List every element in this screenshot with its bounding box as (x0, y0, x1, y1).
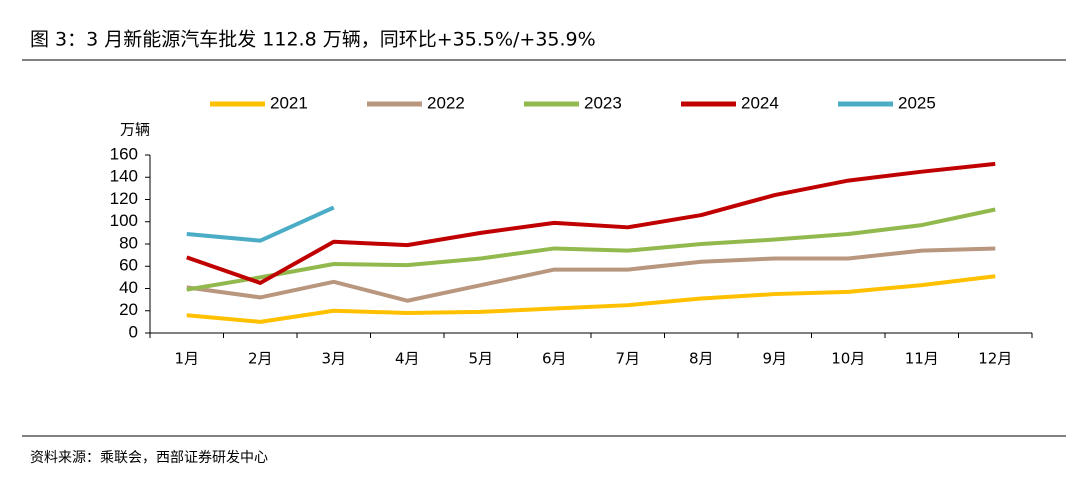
series-line (186, 205, 335, 243)
y-tick-label: 80 (119, 233, 138, 252)
legend-label: 2022 (427, 93, 465, 112)
series-line (186, 207, 996, 292)
y-tick-label: 0 (129, 322, 138, 341)
legend-label: 2025 (898, 93, 936, 112)
x-tick-label: 12月 (978, 350, 1012, 368)
x-tick-label: 4月 (395, 350, 420, 368)
legend-label: 2024 (741, 93, 779, 112)
x-tick-label: 1月 (174, 350, 199, 368)
series-line (186, 246, 996, 303)
y-tick-label: 20 (119, 300, 138, 319)
x-tick-label: 9月 (762, 350, 787, 368)
y-axis-label: 万辆 (120, 121, 150, 139)
chart-title: 图 3：3 月新能源汽车批发 112.8 万辆，同环比+35.5%/+35.9% (30, 29, 596, 51)
series-line (186, 161, 996, 285)
y-tick-label: 140 (110, 167, 138, 186)
y-tick-label: 100 (110, 211, 138, 230)
series-line (186, 274, 996, 324)
y-tick-label: 60 (119, 256, 138, 275)
x-tick-label: 10月 (831, 350, 865, 368)
x-tick-label: 8月 (689, 350, 714, 368)
x-tick-label: 7月 (615, 350, 640, 368)
legend-label: 2023 (584, 93, 622, 112)
y-tick-label: 40 (119, 278, 138, 297)
x-tick-label: 5月 (468, 350, 493, 368)
x-tick-label: 11月 (905, 350, 939, 368)
y-tick-label: 120 (110, 189, 138, 208)
x-tick-label: 2月 (248, 350, 273, 368)
x-tick-label: 6月 (542, 350, 567, 368)
source: 资料来源：乘联会，西部证券研发中心 (30, 450, 268, 466)
x-tick-label: 3月 (321, 350, 346, 368)
y-tick-label: 160 (110, 144, 138, 163)
legend-label: 2021 (270, 93, 308, 112)
